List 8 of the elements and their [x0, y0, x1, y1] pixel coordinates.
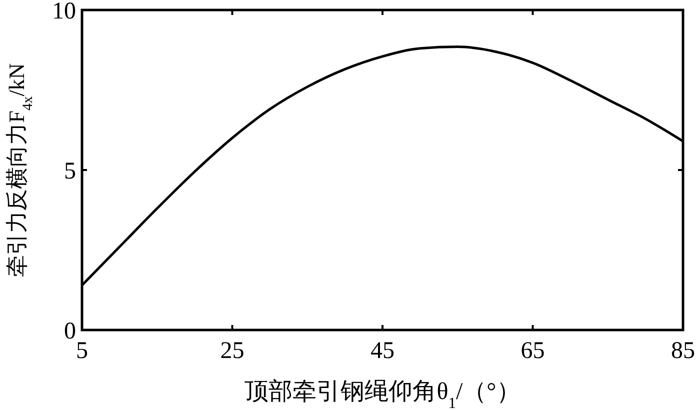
y-tick-label: 10 [52, 0, 76, 24]
x-tick-label: 85 [671, 338, 695, 364]
x-tick-label: 65 [520, 338, 545, 364]
y-tick-label: 5 [64, 158, 76, 184]
x-tick-label: 25 [220, 338, 244, 364]
y-tick-label: 0 [64, 318, 76, 344]
x-tick-label: 45 [370, 338, 394, 364]
x-axis-title: 顶部牵引钢绳仰角θ$_{1}$/（°） [244, 378, 520, 411]
